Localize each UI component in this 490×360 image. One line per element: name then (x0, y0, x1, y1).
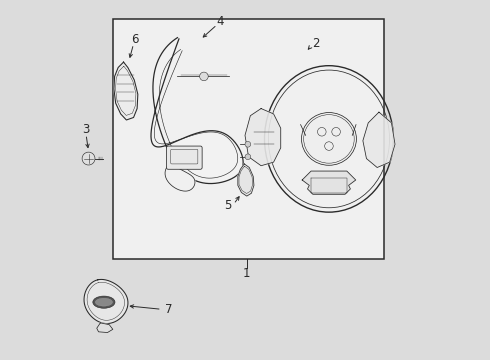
Circle shape (245, 154, 251, 159)
Polygon shape (363, 112, 395, 167)
FancyBboxPatch shape (167, 146, 202, 169)
Bar (113, 19, 384, 258)
Text: 2: 2 (312, 37, 319, 50)
Polygon shape (302, 171, 356, 194)
FancyBboxPatch shape (171, 149, 198, 164)
Text: 1: 1 (243, 267, 250, 280)
Text: 4: 4 (216, 15, 224, 28)
Text: 7: 7 (165, 303, 172, 316)
Polygon shape (97, 323, 113, 333)
Polygon shape (165, 160, 195, 191)
Circle shape (82, 152, 95, 165)
Polygon shape (114, 62, 138, 120)
Polygon shape (84, 279, 128, 324)
Polygon shape (238, 164, 254, 196)
Polygon shape (151, 38, 243, 184)
Polygon shape (245, 109, 281, 166)
Circle shape (199, 72, 208, 81)
Circle shape (245, 141, 251, 147)
Text: 6: 6 (132, 33, 139, 46)
Ellipse shape (96, 298, 113, 306)
Text: 3: 3 (82, 123, 90, 136)
Ellipse shape (93, 296, 115, 308)
Ellipse shape (301, 113, 356, 165)
Text: 5: 5 (224, 199, 231, 212)
